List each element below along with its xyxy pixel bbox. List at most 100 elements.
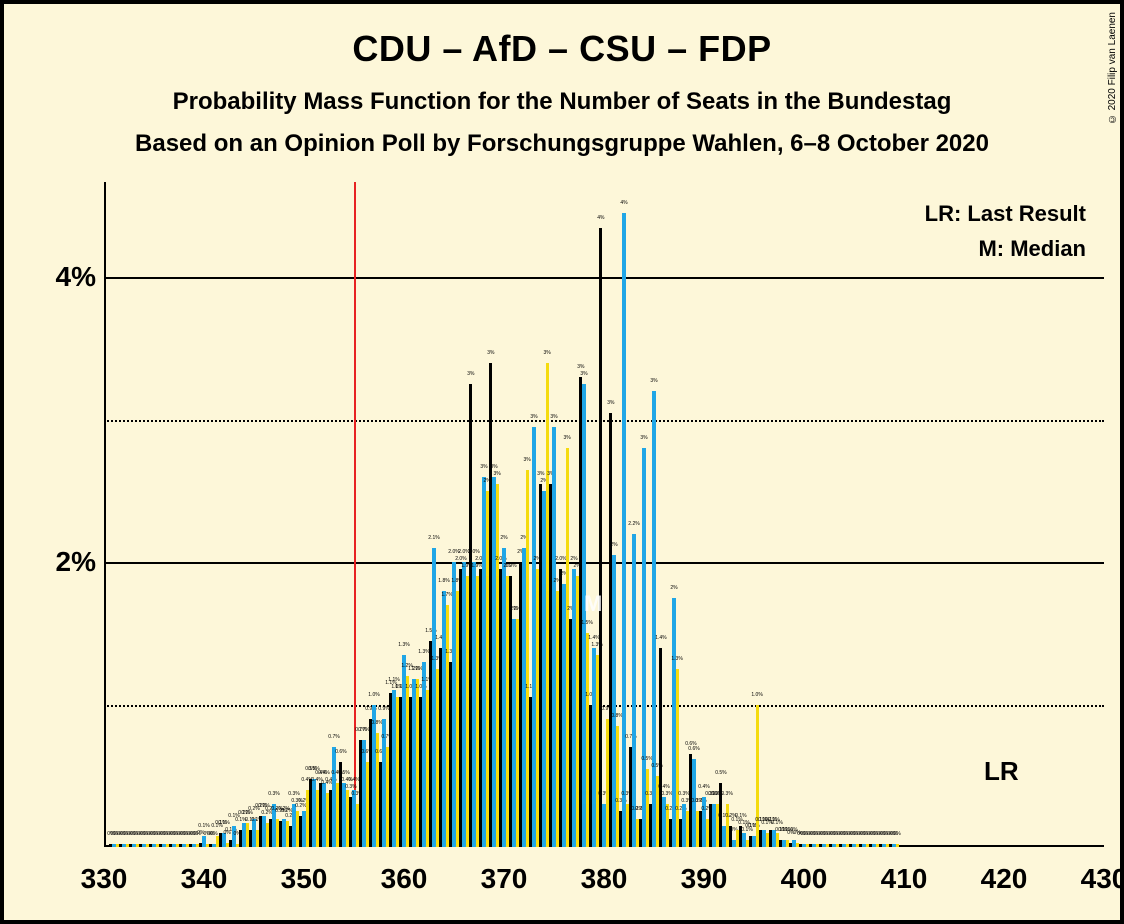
bar-series-c xyxy=(846,844,849,847)
y-tick-label: 4% xyxy=(32,261,96,293)
x-tick-label: 430 xyxy=(1081,863,1124,895)
x-tick-label: 400 xyxy=(781,863,828,895)
bar-series-c xyxy=(126,844,129,847)
bar-series-c xyxy=(366,762,369,847)
bar-series-c xyxy=(696,811,699,847)
bar-series-c xyxy=(426,690,429,847)
bar-series-c xyxy=(816,844,819,847)
x-tick-label: 420 xyxy=(981,863,1028,895)
bar-series-c xyxy=(246,823,249,847)
bar-series-c xyxy=(556,591,559,847)
bar-label: 2% xyxy=(509,549,533,555)
x-tick-label: 350 xyxy=(281,863,328,895)
bar-series-c xyxy=(446,605,449,847)
bar-series-c xyxy=(566,448,569,847)
bar-label: 1.0% xyxy=(362,692,386,698)
bar-label: 0.7% xyxy=(322,734,346,740)
bar-label: 1.3% xyxy=(585,642,609,648)
bar-label: 3% xyxy=(569,364,593,370)
bar-label: 1.4% xyxy=(649,635,673,641)
bar-label: 0.3% xyxy=(282,791,306,797)
bar-label: 1.4% xyxy=(429,635,453,641)
bar-label: 2.1% xyxy=(422,535,446,541)
bar-series-c xyxy=(876,844,879,847)
bar-series-c xyxy=(436,669,439,847)
bar-label: 3% xyxy=(482,464,506,470)
bar-series-c xyxy=(646,769,649,847)
bar-series-c xyxy=(206,844,209,847)
bar-series-c xyxy=(676,669,679,847)
bar-series-c xyxy=(786,840,789,847)
bar-label: 3% xyxy=(485,471,509,477)
bar-label: 0.6% xyxy=(329,749,353,755)
bar-series-c xyxy=(276,819,279,847)
bar-series-c xyxy=(156,844,159,847)
bar-series-c xyxy=(316,790,319,847)
bar-series-c xyxy=(216,836,219,847)
bar-series-c xyxy=(236,844,239,847)
bar-series-c xyxy=(356,804,359,847)
bar-label: 0.4% xyxy=(692,784,716,790)
bar-series-c xyxy=(866,844,869,847)
bar-series-b xyxy=(622,213,625,847)
bar-series-c xyxy=(546,363,549,847)
bar-series-c xyxy=(186,844,189,847)
bar-series-c xyxy=(476,576,479,847)
bar-series-c xyxy=(796,843,799,847)
chart-subtitle-1: Probability Mass Function for the Number… xyxy=(4,88,1120,116)
bar-label: 1.5% xyxy=(419,628,443,634)
bar-label: 4% xyxy=(589,215,613,221)
bar-label: 0.5% xyxy=(332,770,356,776)
bar-series-c xyxy=(576,576,579,847)
bar-label: 3% xyxy=(599,400,623,406)
bar-series-c xyxy=(806,844,809,847)
bar-series-c xyxy=(386,747,389,847)
bar-label: 0% xyxy=(885,831,909,837)
chart-title: CDU – AfD – CSU – FDP xyxy=(4,28,1120,70)
bar-series-c xyxy=(596,655,599,847)
bar-series-c xyxy=(296,811,299,847)
bar-label: 3% xyxy=(459,371,483,377)
bar-series-c xyxy=(606,719,609,847)
bar-series-c xyxy=(286,821,289,847)
bar-series-c xyxy=(256,830,259,847)
bar-series-c xyxy=(336,783,339,847)
x-tick-label: 410 xyxy=(881,863,928,895)
x-tick-label: 340 xyxy=(181,863,228,895)
bar-series-c xyxy=(466,576,469,847)
bar-label: 0.6% xyxy=(682,746,706,752)
y-tick-label: 2% xyxy=(32,546,96,578)
bar-series-c xyxy=(726,804,729,847)
copyright-text: © 2020 Filip van Laenen xyxy=(1107,12,1118,124)
bar-series-c xyxy=(136,844,139,847)
bar-label: 0.7% xyxy=(619,734,643,740)
median-marker: M xyxy=(584,591,602,617)
bar-series-c xyxy=(826,844,829,847)
bar-label: 0.3% xyxy=(715,791,739,797)
bar-label: 2% xyxy=(662,585,686,591)
bars-container: 0%0%0%0%0%0%0%0%0%0%0%0%0%0%0%0%0%0%0%0%… xyxy=(104,182,1104,847)
bar-series-c xyxy=(176,844,179,847)
bar-series-c xyxy=(836,844,839,847)
bar-label: 3% xyxy=(542,414,566,420)
bar-series-c xyxy=(886,844,889,847)
bar-series-c xyxy=(716,804,719,847)
bar-series-c xyxy=(196,844,199,847)
bar-series-c xyxy=(586,633,589,847)
x-tick-label: 390 xyxy=(681,863,728,895)
bar-series-c xyxy=(166,844,169,847)
bar-series-c xyxy=(416,679,419,847)
bar-label: 3% xyxy=(642,378,666,384)
bar-series-c xyxy=(686,811,689,847)
bar-series-c xyxy=(856,844,859,847)
bar-series-c xyxy=(706,819,709,847)
bar-series-c xyxy=(536,569,539,847)
bar-series-a xyxy=(599,228,602,847)
x-tick-label: 370 xyxy=(481,863,528,895)
bar-series-c xyxy=(636,819,639,847)
bar-series-c xyxy=(306,790,309,847)
bar-label: 1.5% xyxy=(575,620,599,626)
bar-series-c xyxy=(396,697,399,847)
bar-label: 1.0% xyxy=(745,692,769,698)
bar-label: 3% xyxy=(479,350,503,356)
